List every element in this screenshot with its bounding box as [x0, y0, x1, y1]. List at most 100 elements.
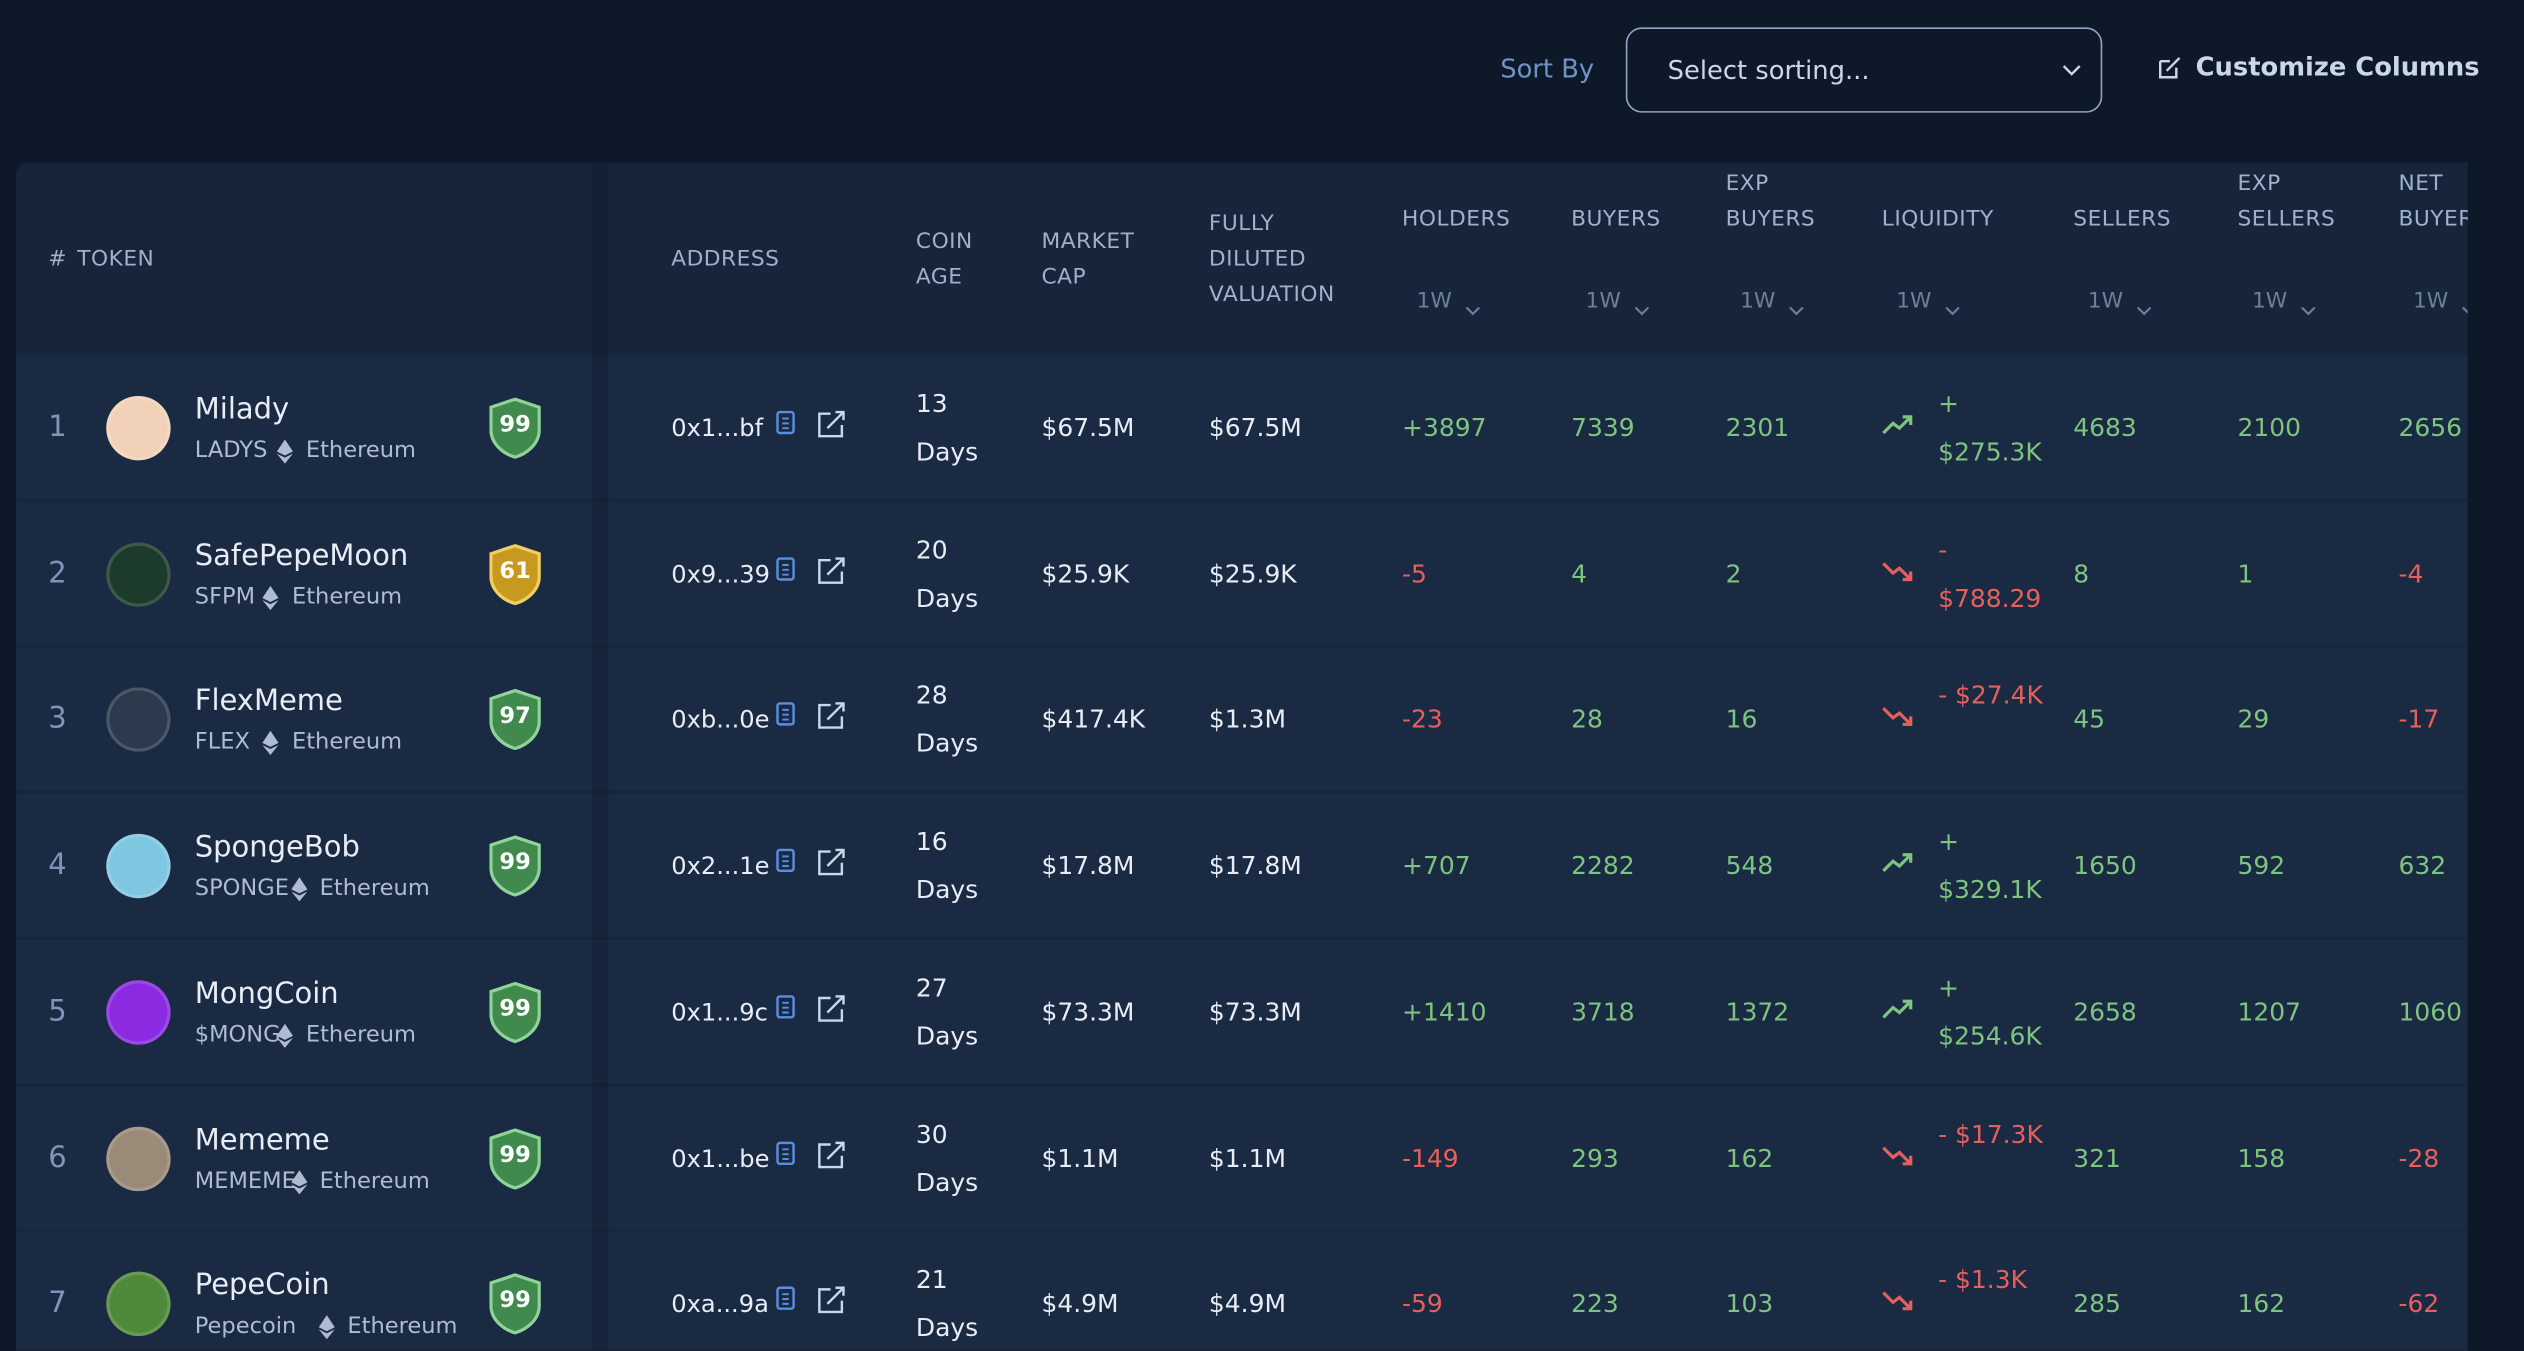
table-row[interactable]: 1 Milady LADYS Ethereum 99 0x1...bf 13 Days $67…: [16, 355, 2468, 500]
copy-external-icons[interactable]: [773, 845, 847, 877]
ethereum-icon: [263, 585, 280, 610]
column-label: FULLY DILUTED VALUATION: [1208, 210, 1335, 308]
copy-external-icons[interactable]: [773, 407, 847, 439]
copy-icon[interactable]: [776, 994, 795, 1019]
rank: 6: [48, 1140, 67, 1175]
exp-sellers: 2100: [2237, 413, 2301, 443]
copy-icon[interactable]: [776, 702, 795, 727]
column-header: COIN AGE: [916, 163, 996, 356]
chain-icon: [290, 1169, 307, 1194]
fdv: $4.9M: [1208, 1289, 1286, 1319]
token-name: FlexMeme: [194, 684, 343, 719]
chevron-icon: [1465, 295, 1481, 316]
buyers: 2282: [1571, 851, 1635, 881]
exp-sellers: 592: [2237, 851, 2286, 881]
sellers: 285: [2073, 1289, 2121, 1319]
copy-icon[interactable]: [776, 848, 795, 873]
trend-icon: [1882, 1288, 1914, 1314]
table-row[interactable]: 6 Mememe MEMEME Ethereum 99 0x1...be 30 Days $1…: [16, 1085, 2468, 1230]
table-row[interactable]: 5 MongCoin $MONG Ethereum 99 0x1...9c 27 Days $…: [16, 939, 2468, 1084]
holders: -23: [1402, 705, 1443, 735]
period-dropdown[interactable]: 1W: [2252, 288, 2316, 316]
chevron: [2136, 306, 2152, 316]
coin-age: 20 Days: [915, 535, 979, 613]
copy-lines: [782, 1147, 789, 1160]
period-dropdown[interactable]: 1W: [2413, 288, 2468, 314]
score-badge: 61: [489, 543, 541, 605]
external-icon[interactable]: [818, 994, 845, 1022]
chain-name: Ethereum: [319, 1167, 430, 1194]
copy-external-icons[interactable]: [773, 991, 847, 1023]
period-dropdown[interactable]: 1W: [2088, 288, 2152, 316]
rank: 2: [48, 556, 67, 591]
external-icon[interactable]: [818, 410, 845, 438]
table-row[interactable]: 4 SpongeBob SPONGE Ethereum 99 0x2...1e 16 Day…: [16, 793, 2468, 937]
score-badge: 99: [489, 835, 541, 897]
trend-up: [1882, 853, 1913, 873]
trend-down: [1882, 561, 1913, 581]
copy-external-icons[interactable]: [773, 553, 847, 585]
copy-lines: [782, 1001, 789, 1014]
market-cap: $417.4K: [1041, 705, 1146, 735]
copy-external-icons[interactable]: [773, 1137, 847, 1169]
liquidity: - $1.3K: [1938, 1265, 2027, 1295]
fdv: $73.3M: [1208, 997, 1302, 1027]
score-value: 61: [499, 558, 531, 584]
chain-icon: [318, 1315, 335, 1340]
copy-icon[interactable]: [776, 1140, 795, 1165]
copy-external-icons[interactable]: [773, 1283, 847, 1315]
fdv: $67.5M: [1208, 413, 1302, 443]
shield: [489, 543, 541, 605]
period-dropdown[interactable]: 1W: [1740, 288, 1804, 316]
token-name: SafePepeMoon: [194, 538, 409, 573]
coin-age: 28 Days: [915, 681, 979, 759]
trend-icon: [1882, 412, 1914, 438]
table-row[interactable]: 2 SafePepeMoon SFPM Ethereum 61 0x9...39 20 Da…: [16, 501, 2468, 645]
net-buyers: 1060: [2398, 997, 2462, 1027]
copy-icon[interactable]: [776, 410, 795, 435]
holders: -149: [1402, 1143, 1459, 1173]
copy-icon[interactable]: [776, 556, 795, 581]
sellers: 45: [2073, 705, 2106, 735]
customize-button[interactable]: Customize Columns: [2157, 51, 2480, 83]
exp-buyers: 2: [1725, 559, 1742, 589]
period-dropdown[interactable]: 1W: [1417, 288, 1481, 316]
external-icon[interactable]: [818, 1286, 845, 1314]
chain-name: Ethereum: [305, 1021, 416, 1048]
sellers: 321: [2073, 1143, 2121, 1173]
column-divider: [592, 1231, 609, 1351]
market-cap: $73.3M: [1041, 997, 1135, 1027]
table-row[interactable]: 3 FlexMeme FLEX Ethereum 97 0xb...0e 28 Days $4…: [16, 647, 2468, 791]
external-icon[interactable]: [818, 702, 845, 730]
column-header: #: [48, 163, 72, 356]
column-label: SELLERS: [2073, 206, 2172, 232]
chain-icon: [276, 439, 293, 464]
token-name: Milady: [194, 392, 290, 427]
column-header: ADDRESS: [671, 163, 864, 356]
table-row[interactable]: 7 PepeCoin Pepecoin Ethereum 99 0xa...9a 21 Da…: [16, 1231, 2468, 1351]
copy-icon[interactable]: [776, 1286, 795, 1311]
external-icon[interactable]: [818, 848, 845, 876]
coin-age: 16 Days: [915, 827, 979, 905]
address-actions: [773, 407, 847, 439]
buyers: 28: [1571, 705, 1603, 735]
period-label: 1W: [1740, 288, 1776, 314]
address-actions: [773, 991, 847, 1023]
copy-lines: [782, 855, 789, 868]
net-buyers: 2656: [2398, 413, 2462, 443]
column-header: MARKET CAP: [1041, 163, 1138, 356]
score-badge: 99: [489, 981, 541, 1043]
ethereum-icon: [263, 731, 280, 756]
rank: 3: [48, 702, 67, 737]
period-dropdown[interactable]: 1W: [1896, 288, 1960, 316]
shield: [489, 1127, 541, 1189]
copy-external-icons[interactable]: [773, 699, 847, 731]
sort-select[interactable]: Select sorting...: [1625, 27, 2103, 113]
period-dropdown[interactable]: 1W: [1586, 288, 1650, 316]
chevron: [2301, 306, 2316, 316]
external-icon[interactable]: [818, 556, 845, 584]
customize-label: Customize Columns: [2195, 51, 2480, 83]
liquidity: + $329.1K: [1938, 827, 2042, 905]
external-icon[interactable]: [818, 1140, 845, 1168]
